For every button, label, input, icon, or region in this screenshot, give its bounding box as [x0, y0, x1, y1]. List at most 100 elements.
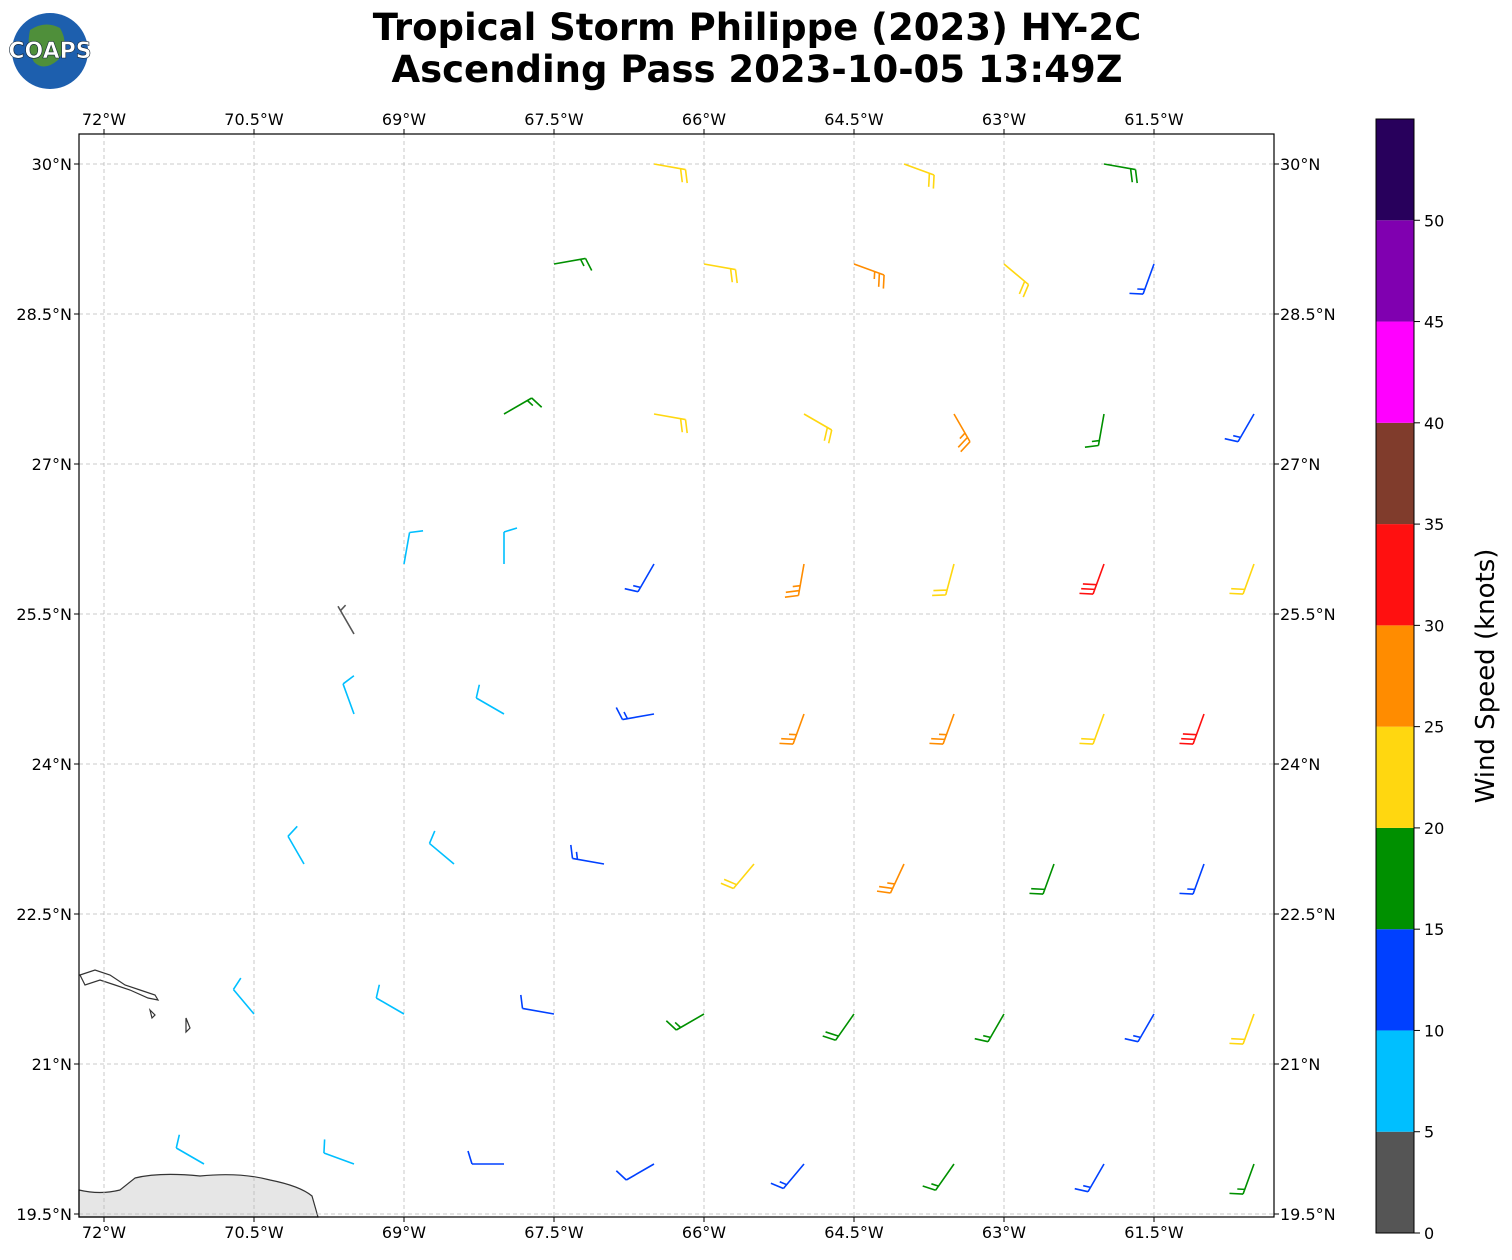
- wind-barb: [1103, 163, 1138, 184]
- axes: 72°W 72°W 70.5°W 70.5°W 69°W 69°W 67.5°W 67.5°W…: [16, 110, 1335, 1242]
- wind-barb: [876, 863, 905, 894]
- wind-barb: [1229, 563, 1255, 595]
- wind-barb: [929, 713, 955, 745]
- wind-barb: [403, 530, 424, 565]
- y-tick-label: 27°N: [32, 455, 72, 474]
- wind-barb: [665, 1013, 705, 1031]
- x-tick-label: 72°W: [82, 110, 126, 129]
- colorbar-tick-label: 50: [1424, 211, 1444, 230]
- coastline: [78, 1173, 319, 1218]
- wind-barb: [1124, 1013, 1155, 1043]
- colorbar-tick-label: 25: [1424, 718, 1444, 737]
- wind-barb: [703, 263, 738, 284]
- wind-barb: [287, 825, 305, 865]
- wind-barb: [1229, 1013, 1255, 1045]
- title: Tropical Storm Philippe (2023) HY-2C: [373, 6, 1142, 49]
- colorbar-segment: [1376, 726, 1414, 828]
- wind-barb: [653, 163, 688, 184]
- wind-barb: [1084, 413, 1105, 448]
- wind-barb: [624, 563, 655, 593]
- colorbar-segment: [1376, 1131, 1414, 1233]
- y-tick-label: 21°N: [32, 1055, 72, 1074]
- wind-barb: [853, 263, 885, 289]
- wind-barb: [175, 1134, 205, 1165]
- colorbar-tick-label: 30: [1424, 616, 1444, 635]
- wind-barb: [503, 397, 543, 415]
- colorbar-tick-label: 40: [1424, 414, 1444, 433]
- wind-barb: [1079, 713, 1105, 745]
- y-tick-label: 22.5°N: [1280, 905, 1336, 924]
- wind-barb: [615, 1163, 655, 1181]
- wind-barb: [553, 257, 593, 271]
- wind-barb: [1179, 863, 1205, 895]
- x-tick-label: 64.5°W: [824, 110, 884, 129]
- colorbar-tick-label: 0: [1424, 1224, 1434, 1243]
- wind-barb: [342, 675, 355, 715]
- x-tick-label: 66°W: [682, 110, 726, 129]
- colorbar-segment: [1376, 524, 1414, 626]
- wind-barb: [323, 1139, 355, 1165]
- wind-barb: [1224, 413, 1255, 443]
- y-tick-label: 21°N: [1280, 1055, 1320, 1074]
- y-tick-label: 24°N: [1280, 755, 1320, 774]
- colorbar-segment: [1376, 321, 1414, 423]
- y-tick-label: 27°N: [1280, 455, 1320, 474]
- y-tick-label: 19.5°N: [1280, 1205, 1336, 1224]
- y-tick-label: 19.5°N: [16, 1205, 72, 1224]
- wind-barb: [1079, 563, 1105, 595]
- logo-text: COAPS: [8, 39, 91, 64]
- logo: COAPS: [8, 13, 92, 89]
- wind-barb: [822, 1013, 855, 1041]
- colorbar-segment: [1376, 1030, 1414, 1132]
- wind-barb: [803, 413, 833, 444]
- grid: [79, 134, 1274, 1217]
- wind-barb: [953, 413, 971, 453]
- wind-barb: [467, 1150, 504, 1165]
- wind-barb: [1074, 1163, 1105, 1193]
- colorbar-frame: [1375, 118, 1415, 1234]
- land: [78, 969, 319, 1218]
- colorbar-label: Wind Speed (knots): [1471, 549, 1501, 804]
- colorbar-segment: [1376, 827, 1414, 930]
- wind-barb: [653, 413, 688, 434]
- logo-land: [28, 24, 65, 67]
- plot-frame: [78, 133, 1275, 1218]
- barbs: [175, 163, 1255, 1195]
- x-tick-label: 67.5°W: [524, 1223, 584, 1242]
- wind-barb: [232, 977, 255, 1015]
- colorbar-tick-label: 15: [1424, 920, 1444, 939]
- wind-barb: [720, 863, 755, 890]
- colorbar-tick-label: 45: [1424, 313, 1444, 332]
- colorbar-segment: [1376, 422, 1414, 525]
- y-tick-label: 30°N: [1280, 155, 1320, 174]
- wind-barb: [615, 707, 655, 721]
- colorbar-segment: [1376, 119, 1414, 221]
- x-tick-label: 63°W: [982, 110, 1026, 129]
- x-tick-label: 66°W: [682, 1223, 726, 1242]
- wind-barb: [475, 684, 505, 715]
- y-tick-label: 25.5°N: [16, 605, 72, 624]
- colorbar-tick-label: 20: [1424, 819, 1444, 838]
- wind-barb: [1179, 713, 1205, 745]
- wind-barb: [903, 163, 935, 189]
- y-tick-label: 24°N: [32, 755, 72, 774]
- wind-barb: [974, 1013, 1005, 1043]
- colorbar-segment: [1376, 625, 1414, 727]
- x-tick-label: 67.5°W: [524, 110, 584, 129]
- subtitle: Ascending Pass 2023-10-05 13:49Z: [391, 48, 1122, 91]
- y-tick-label: 22.5°N: [16, 905, 72, 924]
- colorbar-segment: [1376, 220, 1414, 322]
- x-tick-label: 61.5°W: [1124, 110, 1184, 129]
- wind-barb: [1129, 263, 1155, 295]
- wind-barb: [770, 1163, 805, 1190]
- colorbar-tick-label: 10: [1424, 1021, 1444, 1040]
- wind-barb: [922, 1163, 955, 1191]
- wind-barb: [570, 844, 605, 865]
- wind-barb: [503, 527, 518, 564]
- colorbar: 0 5 10 15 20 25 30 35 40 45 50 Wind Speed (knots): [1375, 118, 1501, 1243]
- wind-barb: [1229, 1163, 1255, 1195]
- x-tick-label: 69°W: [382, 1223, 426, 1242]
- x-tick-label: 63°W: [982, 1223, 1026, 1242]
- x-tick-label: 72°W: [82, 1223, 126, 1242]
